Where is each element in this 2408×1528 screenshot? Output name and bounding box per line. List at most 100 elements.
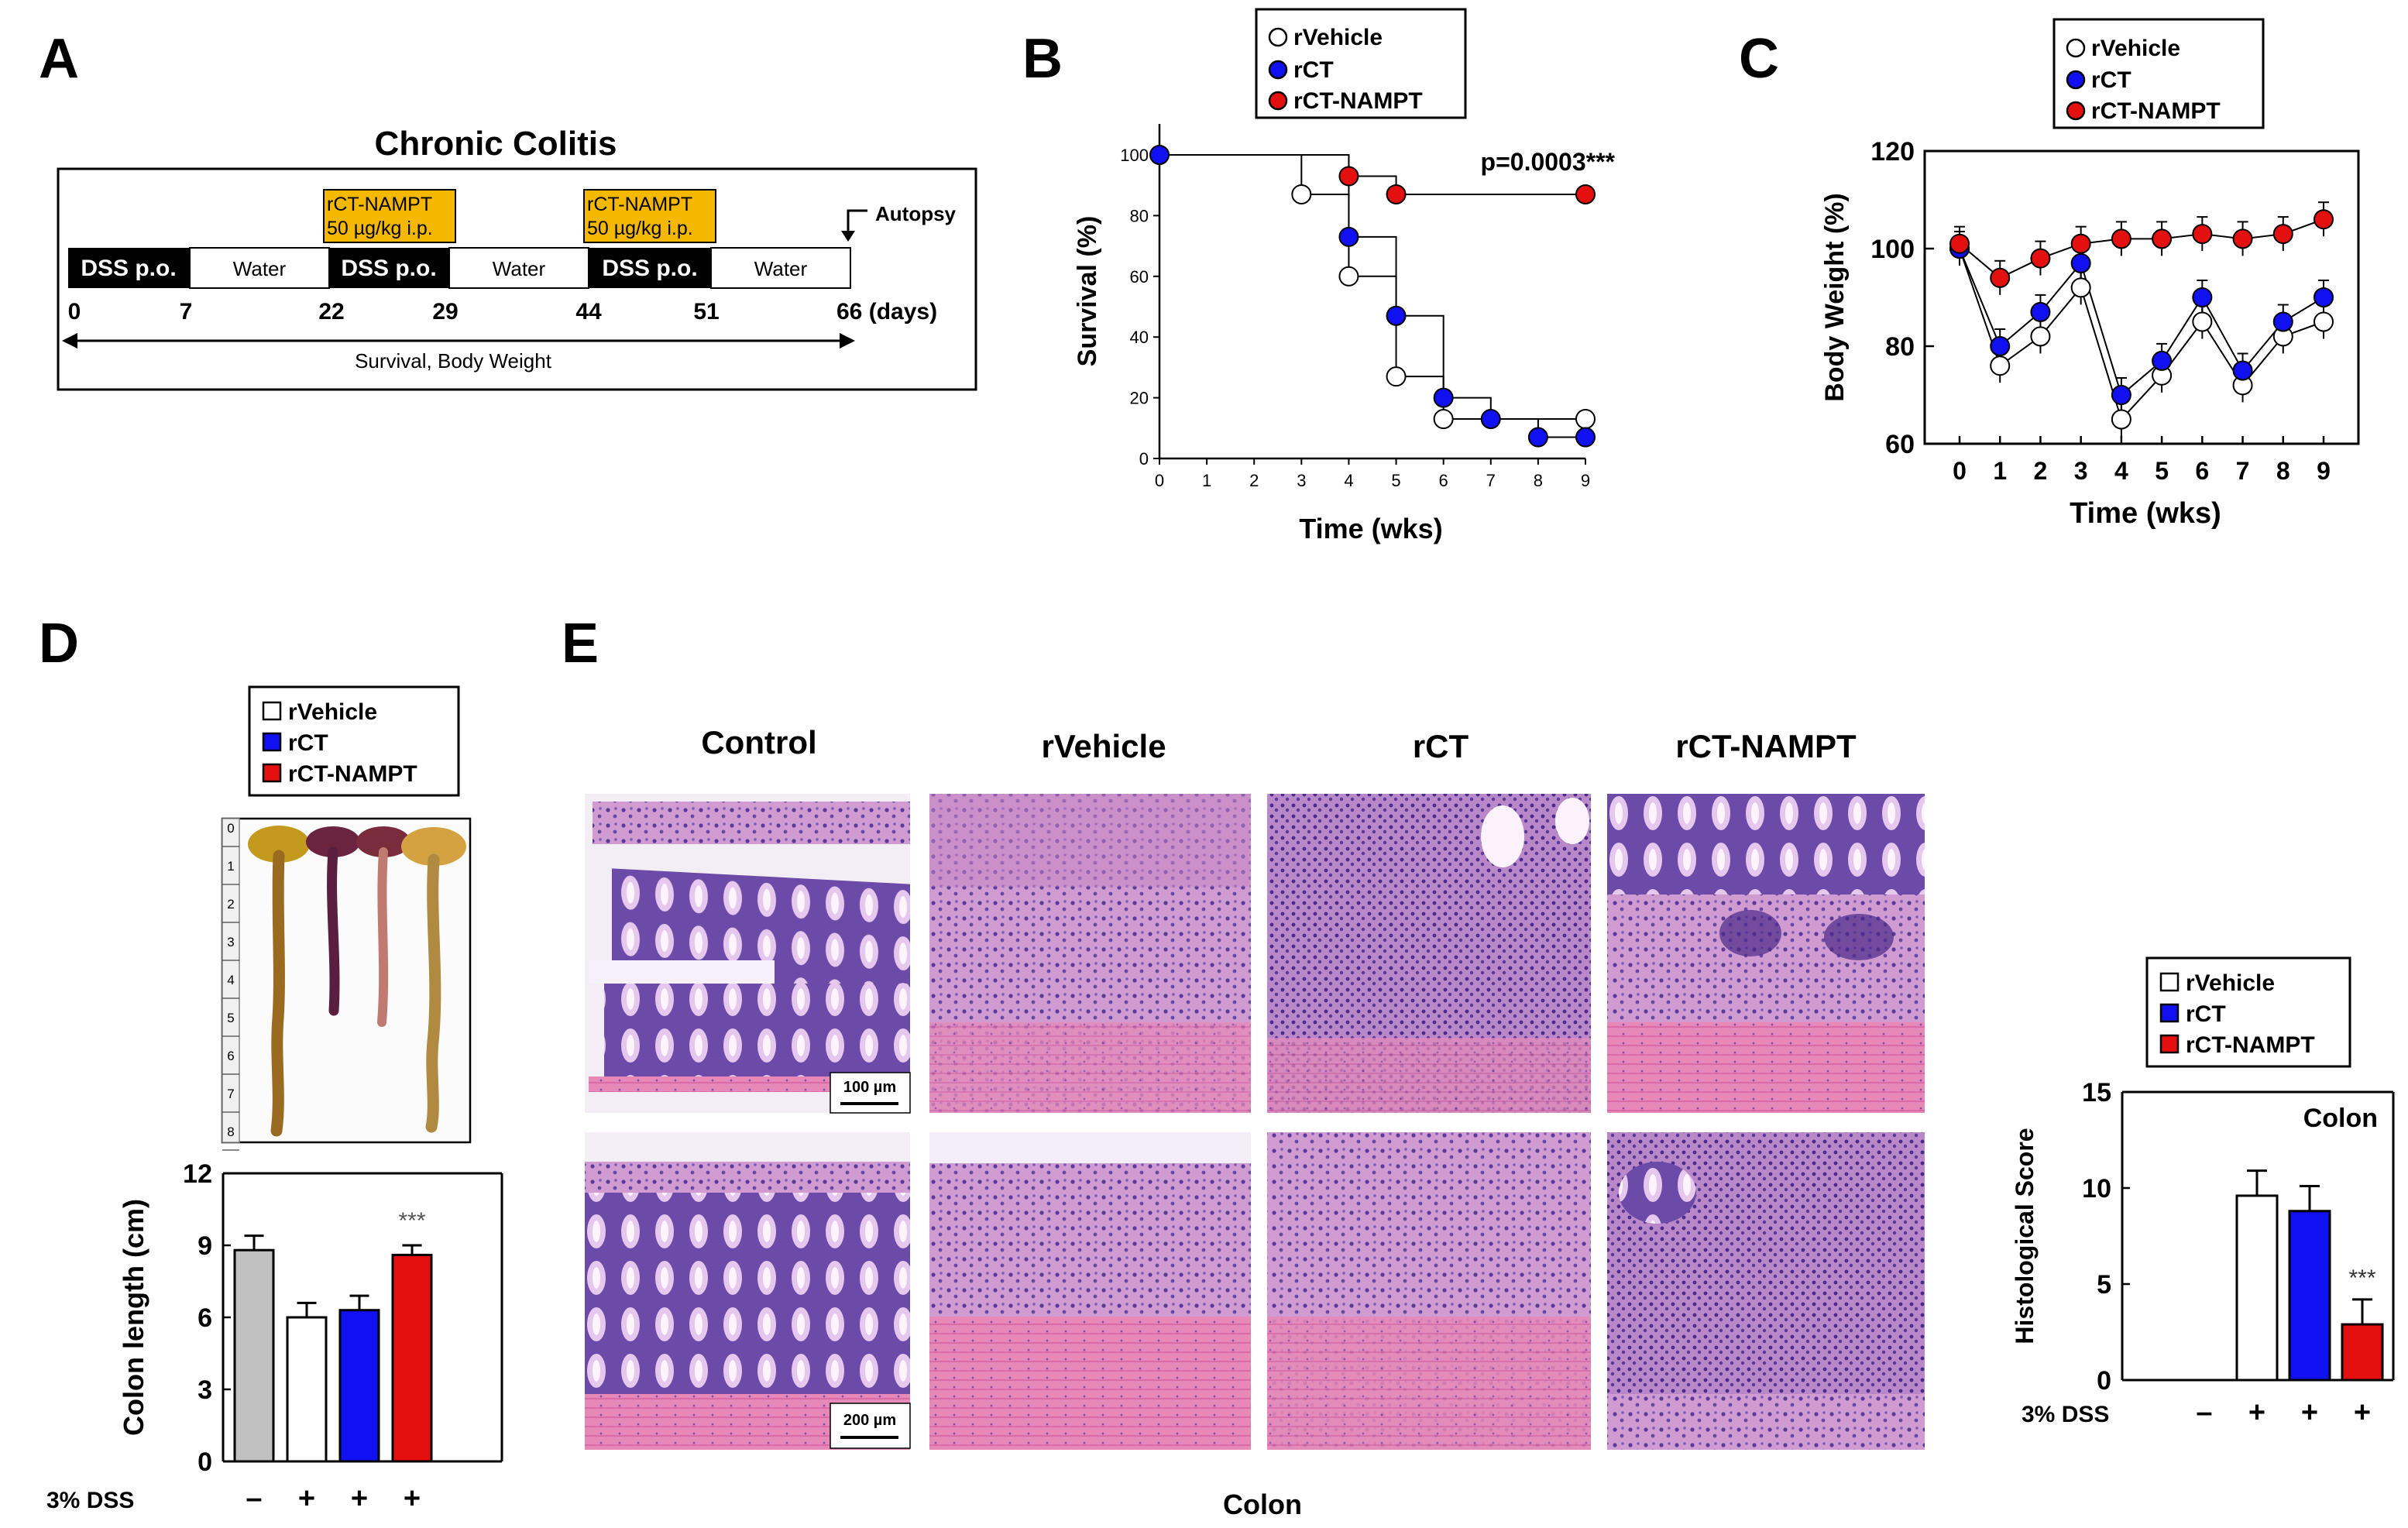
ruler-label: 4 <box>227 973 234 987</box>
legend-box-c <box>2052 18 2265 129</box>
ruler <box>222 818 240 1143</box>
x-tick-label-b: 3 <box>1297 471 1306 490</box>
block-label-6: Water <box>754 257 808 280</box>
legend-marker-vehicle <box>2066 38 2086 58</box>
panel-label-c: C <box>1739 28 1779 90</box>
y-tick-label-b: 80 <box>1130 206 1149 225</box>
y-tick-label: 15 <box>2082 1078 2111 1107</box>
histology-grid: 100 µm 200 µm <box>585 794 1925 1520</box>
treatment-box-2 <box>583 189 716 243</box>
survival-point-rct-nampt <box>1338 166 1359 187</box>
ruler-label: 3 <box>227 935 234 949</box>
legend-swatch-rct <box>262 732 282 752</box>
histology-image-vehicle-top <box>929 794 1251 1113</box>
weight-point-rct-nampt <box>2232 228 2253 249</box>
dss-mark: + <box>298 1482 315 1515</box>
weight-point-rct-nampt <box>2192 224 2213 245</box>
legend-label-vehicle: rVehicle <box>2091 36 2180 61</box>
histology-image-nampt-top <box>1607 794 1925 1113</box>
water-block-3 <box>710 247 851 289</box>
weight-point-rct <box>2192 287 2213 307</box>
x-tick-label-c: 8 <box>2276 457 2290 485</box>
block-label-2: Water <box>233 257 287 280</box>
legend-e: rVehicle rCT rCT-NAMPT <box>2145 956 2351 1068</box>
y-tick-label: 0 <box>198 1447 212 1477</box>
histology-col-title: rVehicle <box>1041 728 1166 764</box>
ruler-label: 6 <box>227 1049 234 1063</box>
y-tick-label-b: 60 <box>1130 267 1149 287</box>
x-tick-label-b: 2 <box>1249 471 1259 490</box>
colon-specimen-control <box>248 826 310 863</box>
weight-point-rct <box>2232 360 2253 381</box>
chart-inner-label: Colon <box>2303 1104 2378 1133</box>
day-label: 44 <box>575 299 602 324</box>
weight-point-rct <box>2030 301 2051 322</box>
scale-bar-label: 100 µm <box>843 1079 896 1096</box>
dss-label-e: 3% DSS <box>2022 1402 2109 1427</box>
legend-label-nampt: rCT-NAMPT <box>288 761 417 787</box>
body-weight-chart: rVehicle rCT rCT-NAMPT Time (wks) Body W… <box>1820 18 2360 530</box>
y-axis-label-d: Colon length (cm) <box>118 1199 149 1436</box>
x-tick-label-c: 2 <box>2034 457 2048 485</box>
weight-point-rct <box>1990 336 2011 356</box>
y-tick-label: 3 <box>198 1375 212 1405</box>
weight-point-rvehicle <box>2111 409 2131 430</box>
autopsy-label: Autopsy <box>875 202 957 225</box>
dss-mark: + <box>2248 1396 2265 1429</box>
y-tick-label: 10 <box>2082 1174 2111 1204</box>
treatment-1-line1: rCT-NAMPT <box>327 194 432 215</box>
colon-photo: 0 1 2 3 4 5 6 7 8 <box>221 817 472 1151</box>
treatment-box-1 <box>323 189 456 243</box>
y-tick-label: 0 <box>2097 1366 2111 1396</box>
survival-point-rct <box>1575 427 1596 448</box>
survival-point-rct <box>1480 409 1501 430</box>
weight-point-rvehicle <box>2070 277 2091 298</box>
day-label: 22 <box>318 299 344 324</box>
weight-point-rct <box>2152 350 2173 371</box>
plot-frame-c <box>1923 149 2360 445</box>
x-tick-label-b: 9 <box>1581 471 1590 490</box>
weight-line-rvehicle <box>1959 248 2324 421</box>
block-label-4: Water <box>493 257 546 280</box>
x-tick-label-c: 5 <box>2155 457 2169 485</box>
x-tick-label-b: 6 <box>1439 471 1448 490</box>
weight-point-rct-nampt <box>2070 233 2091 254</box>
weight-point-rct-nampt <box>2111 228 2131 249</box>
panel-label-a: A <box>39 28 79 90</box>
weight-point-rvehicle <box>1990 355 2011 376</box>
dss-block-2 <box>329 248 449 288</box>
histological-score-chart: Colon Histological Score 3% DSS 0 5 10 15 –… <box>2011 1078 2395 1429</box>
weight-point-rct <box>2272 311 2293 332</box>
y-tick-label: 6 <box>198 1303 212 1333</box>
survival-point-rct-nampt <box>1386 184 1407 204</box>
legend-box-b <box>1255 8 1467 119</box>
x-tick-label-b: 7 <box>1486 471 1496 490</box>
dss-mark: + <box>2354 1396 2371 1429</box>
weight-point-rct-nampt <box>2152 228 2173 249</box>
survival-point-rvehicle <box>1433 409 1454 430</box>
ruler-label: 5 <box>227 1011 234 1025</box>
weight-point-rct-nampt <box>1949 233 1970 254</box>
y-tick-label-c: 120 <box>1870 137 1915 167</box>
bar-rvehicle <box>2235 1194 2279 1382</box>
y-tick-label-c: 60 <box>1885 430 1915 459</box>
weight-point-rct <box>2314 287 2334 307</box>
x-tick-label-c: 6 <box>2195 457 2209 485</box>
legend-marker-rct <box>1268 60 1288 80</box>
legend-marker-nampt <box>1268 91 1288 111</box>
survival-point-rct <box>1433 387 1454 408</box>
block-label-5: DSS p.o. <box>602 256 697 281</box>
colon-specimen-rct <box>356 826 410 857</box>
weight-point-rct <box>2070 252 2091 273</box>
p-value-annotation: p=0.0003*** <box>1481 148 1616 176</box>
day-label: 29 <box>432 299 458 324</box>
scale-bar-label: 200 µm <box>843 1412 896 1429</box>
y-axis-label-b: Survival (%) <box>1073 216 1102 367</box>
survival-point-rct-nampt <box>1575 184 1596 204</box>
y-tick-label: 5 <box>2097 1270 2111 1300</box>
legend-label-rct: rCT <box>2186 1001 2226 1027</box>
legend-marker-rct <box>2066 70 2086 90</box>
dss-label-d: 3% DSS <box>46 1488 134 1513</box>
ruler-label: 0 <box>227 821 234 836</box>
survival-point-rct <box>1338 226 1359 247</box>
